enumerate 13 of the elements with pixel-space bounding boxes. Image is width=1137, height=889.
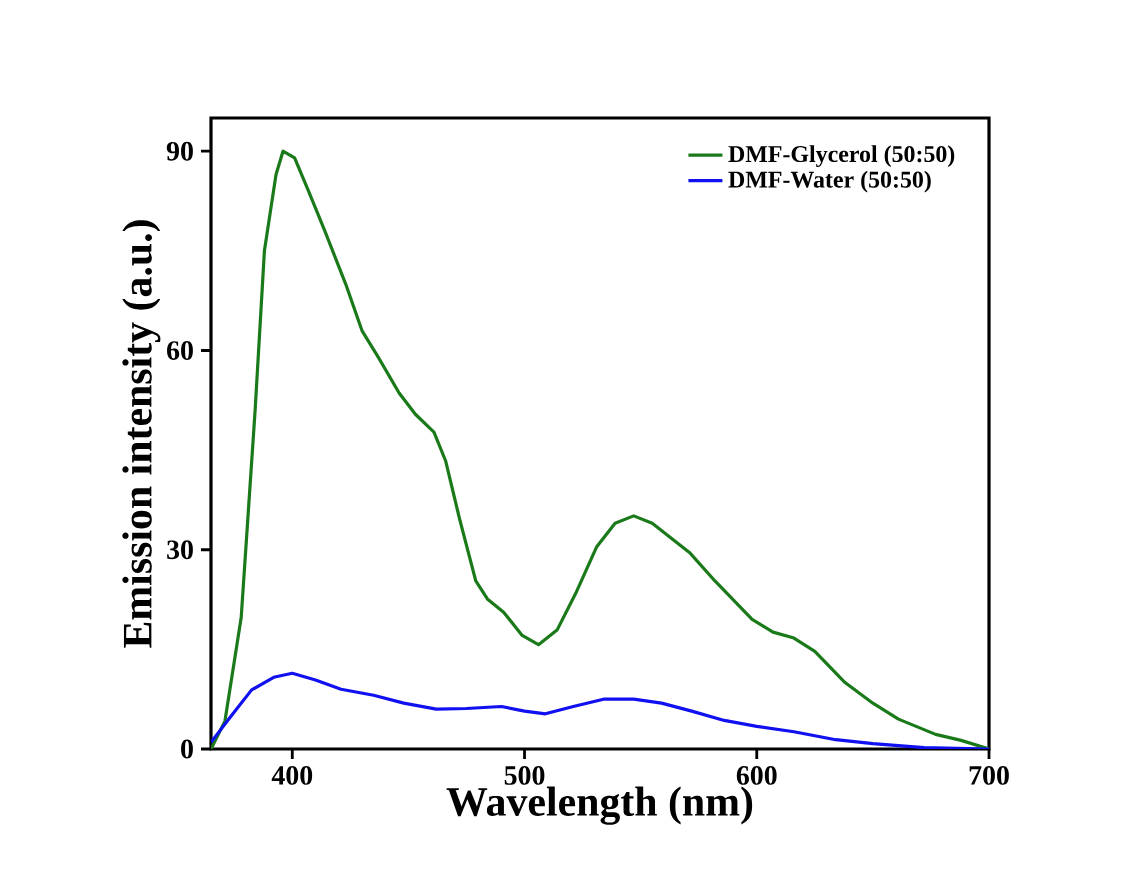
x-axis-title: Wavelength (nm) — [446, 786, 753, 825]
legend-label: DMF-Glycerol (50:50) — [728, 145, 955, 168]
x-tick-label: 600 — [736, 766, 777, 785]
x-tick-label: 700 — [969, 766, 1009, 785]
line-series — [211, 671, 990, 749]
x-tick-label: 400 — [271, 766, 313, 785]
y-axis-title: Emission intensity (a.u.) — [122, 220, 161, 648]
y-tick-label: 30 — [167, 540, 193, 560]
y-tick-label: 90 — [166, 141, 193, 161]
x-tick-label: 500 — [504, 766, 545, 785]
legend-label: DMF-Water (50:50) — [728, 170, 931, 193]
y-tick-label: 0 — [181, 739, 193, 759]
y-tick-label: 60 — [167, 341, 193, 360]
